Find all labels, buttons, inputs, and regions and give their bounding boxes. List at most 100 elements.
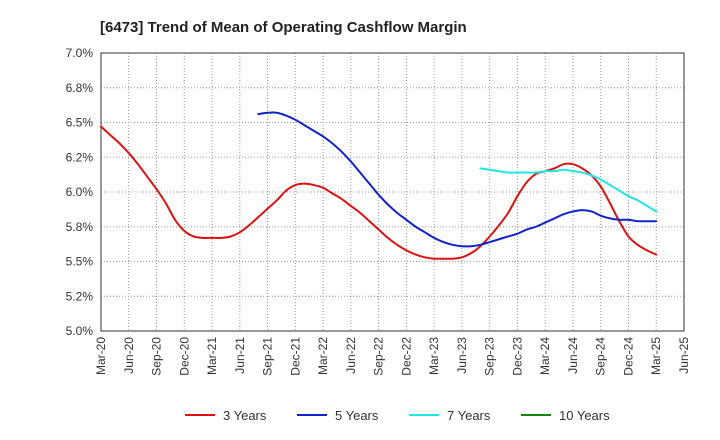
data-point-3-years — [202, 237, 204, 239]
data-point-5-years — [618, 219, 620, 221]
data-point-3-years — [100, 126, 102, 128]
data-point-5-years — [304, 124, 306, 126]
data-point-7-years — [637, 199, 639, 201]
x-tick-label: Dec-22 — [399, 337, 413, 376]
data-point-5-years — [452, 244, 454, 246]
x-tick-label: Mar-22 — [316, 337, 330, 375]
data-point-3-years — [609, 202, 611, 204]
data-point-3-years — [128, 152, 130, 154]
data-point-5-years — [479, 244, 481, 246]
data-point-3-years — [156, 188, 158, 190]
data-point-3-years — [276, 199, 278, 201]
x-tick-label: Jun-21 — [233, 337, 247, 374]
legend-label-10-years: 10 Years — [559, 408, 610, 423]
data-point-3-years — [331, 192, 333, 194]
data-point-3-years — [452, 258, 454, 260]
y-tick-label: 6.8% — [66, 81, 94, 95]
data-point-5-years — [461, 245, 463, 247]
data-point-3-years — [137, 163, 139, 165]
data-point-3-years — [581, 167, 583, 169]
data-point-3-years — [230, 235, 232, 237]
data-point-5-years — [294, 119, 296, 121]
data-point-5-years — [600, 215, 602, 217]
y-tick-label: 5.0% — [66, 324, 94, 338]
y-tick-label: 6.2% — [66, 150, 94, 164]
y-tick-label: 6.0% — [66, 185, 94, 199]
data-point-5-years — [470, 245, 472, 247]
data-point-5-years — [396, 212, 398, 214]
data-point-3-years — [294, 184, 296, 186]
data-point-3-years — [322, 187, 324, 189]
series-group — [100, 111, 658, 260]
data-point-5-years — [590, 210, 592, 212]
data-point-5-years — [257, 113, 259, 115]
x-tick-label: Mar-23 — [427, 337, 441, 375]
data-point-3-years — [627, 235, 629, 237]
legend: 3 Years 5 Years 7 Years 10 Years — [185, 408, 610, 423]
data-point-5-years — [544, 222, 546, 224]
data-point-3-years — [526, 181, 528, 183]
data-point-5-years — [609, 217, 611, 219]
data-point-7-years — [526, 172, 528, 174]
x-tick-label: Sep-21 — [261, 337, 275, 376]
data-point-3-years — [405, 249, 407, 251]
data-point-5-years — [433, 237, 435, 239]
chart-title: [6473] Trend of Mean of Operating Cashfl… — [100, 19, 467, 36]
data-point-3-years — [396, 244, 398, 246]
data-point-3-years — [146, 176, 148, 178]
data-point-3-years — [359, 212, 361, 214]
data-point-3-years — [313, 184, 315, 186]
data-point-5-years — [581, 209, 583, 211]
y-axis: 5.0% 5.2% 5.5% 5.8% 6.0% 6.2% 6.5% 6.8% 7.0% — [66, 46, 94, 338]
data-point-5-years — [637, 220, 639, 222]
x-tick-label: Dec-24 — [621, 337, 635, 376]
data-point-3-years — [267, 208, 269, 210]
data-point-7-years — [553, 170, 555, 172]
data-point-5-years — [572, 210, 574, 212]
data-point-3-years — [442, 258, 444, 260]
x-tick-label: Sep-23 — [483, 337, 497, 376]
data-point-3-years — [637, 244, 639, 246]
y-tick-label: 7.0% — [66, 46, 94, 60]
data-point-5-years — [405, 219, 407, 221]
data-point-5-years — [498, 238, 500, 240]
series-line-3-years — [100, 125, 658, 260]
legend-label-3-years: 3 Years — [223, 408, 267, 423]
y-tick-label: 5.2% — [66, 289, 94, 303]
data-point-3-years — [211, 237, 213, 239]
data-point-5-years — [276, 112, 278, 114]
x-tick-label: Sep-24 — [594, 337, 608, 376]
data-point-5-years — [331, 142, 333, 144]
data-point-7-years — [489, 169, 491, 171]
data-point-5-years — [516, 233, 518, 235]
data-point-3-years — [470, 252, 472, 254]
data-point-3-years — [304, 183, 306, 185]
data-point-7-years — [655, 210, 657, 212]
data-point-7-years — [618, 190, 620, 192]
data-point-7-years — [609, 184, 611, 186]
data-point-3-years — [572, 163, 574, 165]
data-point-5-years — [387, 204, 389, 206]
data-point-3-years — [655, 254, 657, 256]
data-point-5-years — [322, 135, 324, 137]
data-point-7-years — [590, 174, 592, 176]
y-tick-label: 5.8% — [66, 220, 94, 234]
x-tick-label: Jun-23 — [455, 337, 469, 374]
data-point-7-years — [535, 172, 537, 174]
data-point-5-years — [442, 241, 444, 243]
data-point-5-years — [424, 231, 426, 233]
data-point-7-years — [563, 169, 565, 171]
data-point-7-years — [507, 172, 509, 174]
data-point-5-years — [646, 220, 648, 222]
legend-label-5-years: 5 Years — [335, 408, 379, 423]
data-point-7-years — [646, 205, 648, 207]
data-point-3-years — [415, 254, 417, 256]
data-point-3-years — [516, 195, 518, 197]
data-point-5-years — [368, 183, 370, 185]
x-tick-label: Dec-20 — [177, 337, 191, 376]
data-point-5-years — [553, 217, 555, 219]
data-point-5-years — [378, 194, 380, 196]
series-line-5-years — [257, 111, 658, 248]
data-point-5-years — [627, 219, 629, 221]
